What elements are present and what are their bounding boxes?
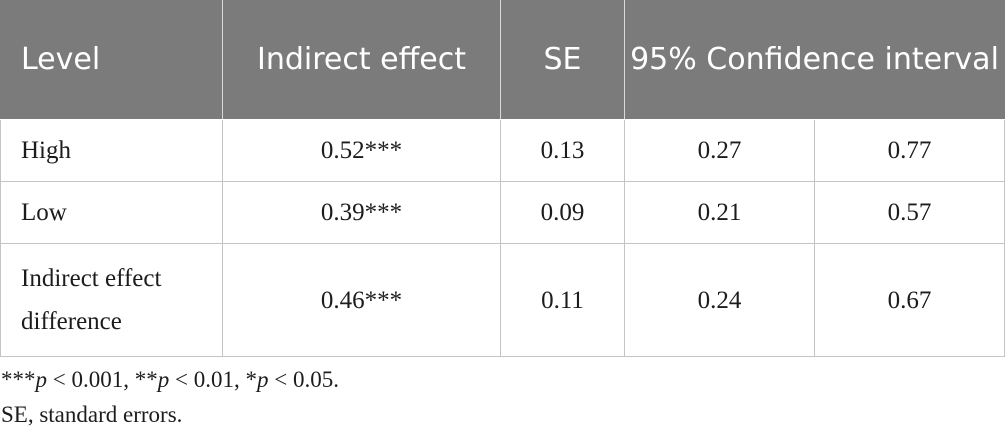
- cell-ci-lower: 0.27: [624, 119, 815, 182]
- sig-stars-3: *: [245, 367, 257, 392]
- sig-p-2: p: [157, 367, 170, 392]
- sig-threshold-3: < 0.05.: [268, 367, 339, 392]
- cell-indirect-effect: 0.39***: [222, 181, 501, 244]
- indirect-effects-table: Level Indirect effect SE 95% Confidence …: [0, 0, 1005, 357]
- cell-se: 0.13: [500, 119, 625, 182]
- cell-se: 0.11: [500, 243, 625, 357]
- cell-ci-lower: 0.21: [624, 181, 815, 244]
- abbreviation-note: SE, standard errors.: [1, 402, 183, 427]
- table-row: Indirect effect difference 0.46*** 0.11 …: [0, 243, 1005, 357]
- cell-se: 0.09: [500, 181, 625, 244]
- cell-level: Indirect effect difference: [0, 243, 223, 357]
- cell-ci-upper: 0.67: [814, 243, 1005, 357]
- cell-ci-lower: 0.24: [624, 243, 815, 357]
- sig-threshold-2: < 0.01,: [169, 367, 246, 392]
- sig-stars-1: ***: [1, 367, 36, 392]
- cell-ci-upper: 0.57: [814, 181, 1005, 244]
- cell-indirect-effect: 0.52***: [222, 119, 501, 182]
- sig-p-1: p: [35, 367, 48, 392]
- table-footnotes: ***p < 0.001, **p < 0.01, *p < 0.05. SE,…: [1, 362, 339, 432]
- sig-stars-2: **: [134, 367, 158, 392]
- significance-note: ***p < 0.001, **p < 0.01, *p < 0.05.: [1, 362, 339, 397]
- header-confidence-interval: 95% Confidence interval: [624, 0, 1005, 120]
- cell-level: Low: [0, 181, 223, 244]
- table-row: High 0.52*** 0.13 0.27 0.77: [0, 119, 1005, 182]
- header-se: SE: [500, 0, 625, 120]
- cell-ci-upper: 0.77: [814, 119, 1005, 182]
- cell-indirect-effect: 0.46***: [222, 243, 501, 357]
- sig-p-3: p: [256, 367, 269, 392]
- header-level: Level: [0, 0, 223, 120]
- table-header-row: Level Indirect effect SE 95% Confidence …: [0, 0, 1005, 120]
- sig-threshold-1: < 0.001,: [47, 367, 135, 392]
- table-row: Low 0.39*** 0.09 0.21 0.57: [0, 181, 1005, 244]
- table-container: Level Indirect effect SE 95% Confidence …: [0, 0, 1005, 357]
- header-indirect-effect: Indirect effect: [222, 0, 501, 120]
- cell-level: High: [0, 119, 223, 182]
